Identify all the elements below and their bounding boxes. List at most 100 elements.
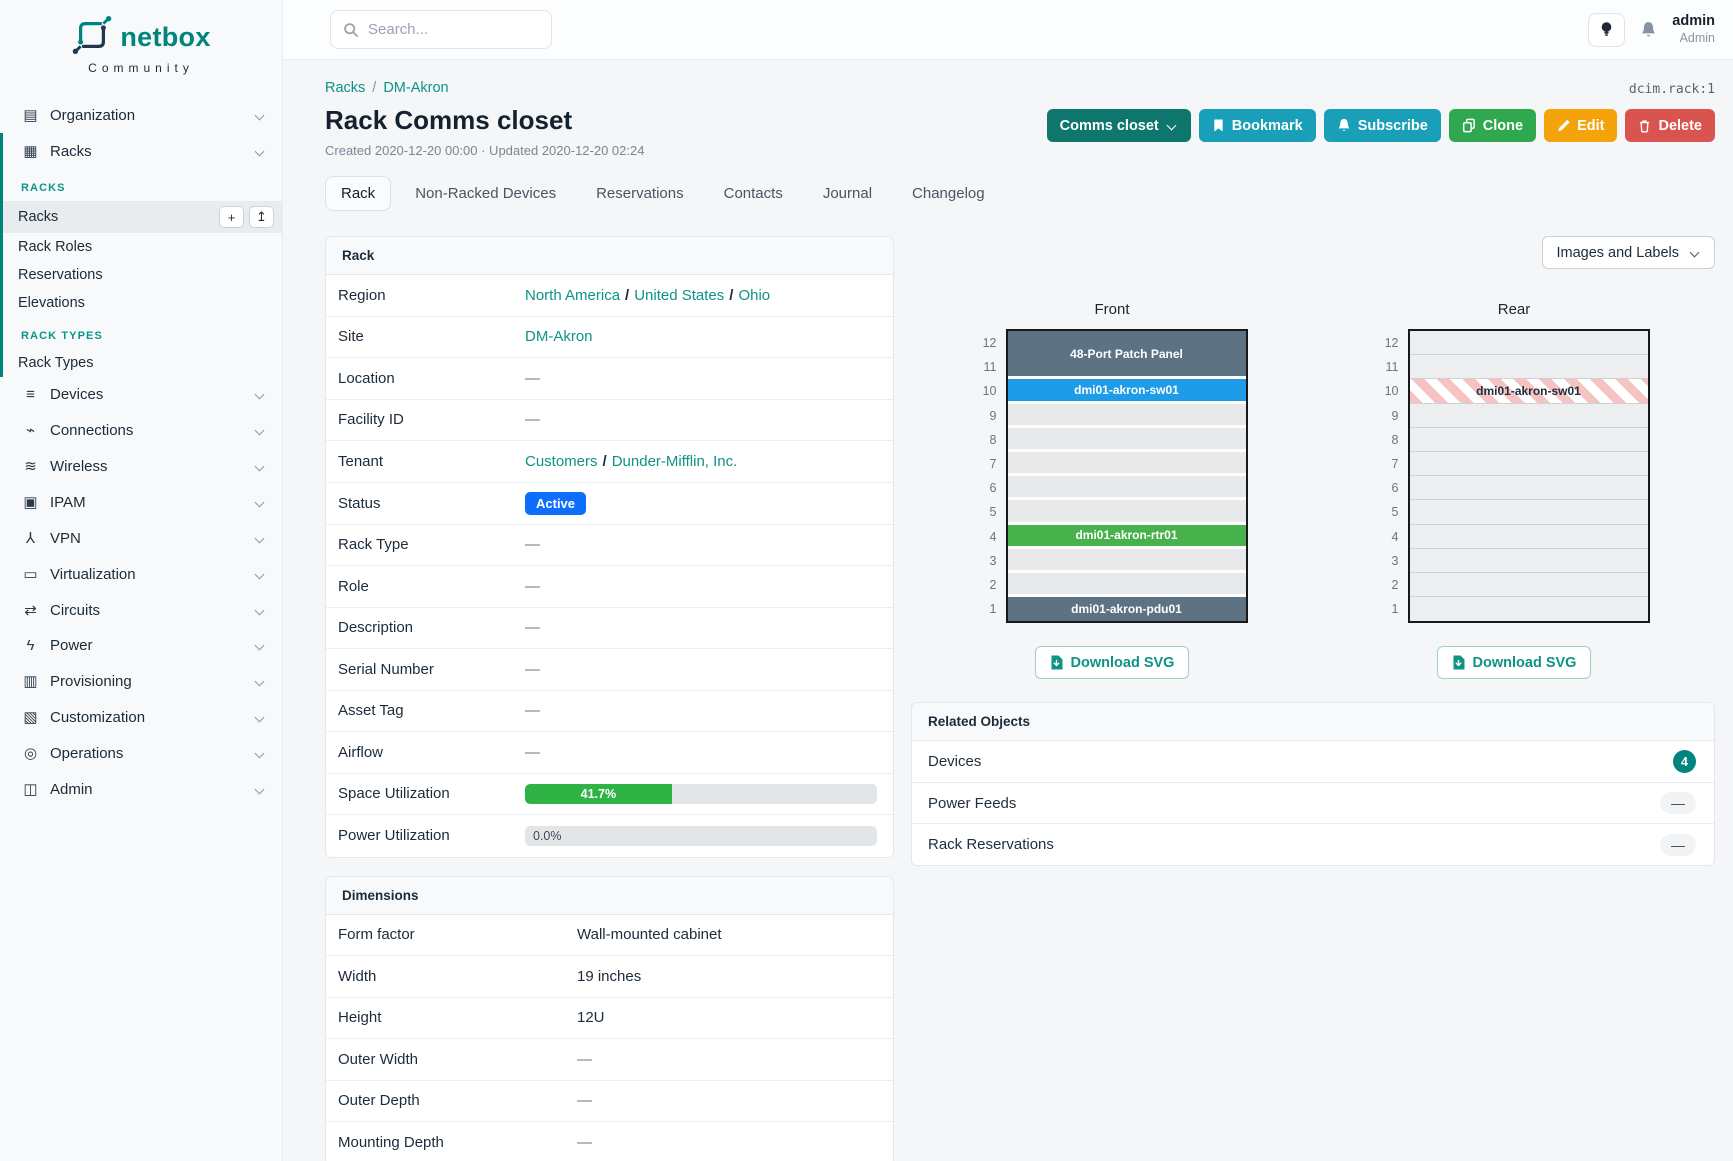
bookmark-button[interactable]: Bookmark <box>1198 109 1316 142</box>
tab[interactable]: Reservations <box>596 185 684 202</box>
sidebar-item[interactable]: ≡ Devices <box>0 377 282 412</box>
row-airflow: Airflow — <box>326 732 893 774</box>
row-description: Description — <box>326 608 893 649</box>
status-dropdown-button[interactable]: Comms closet <box>1046 109 1191 142</box>
tab[interactable]: Rack <box>325 176 392 211</box>
edit-button[interactable]: Edit <box>1544 109 1618 142</box>
rack-unit[interactable]: dmi01-akron-pdu01 <box>1007 597 1246 622</box>
clone-button[interactable]: Clone <box>1448 109 1537 142</box>
rack-unit[interactable]: dmi01-akron-sw01 <box>1007 379 1246 404</box>
region-link[interactable]: North America <box>525 286 621 304</box>
tenant-group-link[interactable]: Customers <box>525 452 598 470</box>
unit-number: 3 <box>1391 553 1399 568</box>
sidebar-item-reservations[interactable]: Reservations <box>18 267 103 283</box>
row-space-utilization: Space Utilization 41.7% <box>326 774 893 815</box>
front-download-svg-button[interactable]: Download SVG <box>1034 646 1190 680</box>
chevron-down-icon <box>254 110 265 120</box>
tab[interactable]: Changelog <box>912 185 985 202</box>
rack-unit[interactable]: dmi01-akron-sw01 <box>1409 379 1648 404</box>
subscribe-button[interactable]: Subscribe <box>1323 109 1441 142</box>
sidebar-item[interactable]: ▣ IPAM <box>0 484 282 520</box>
sidebar-main-items: ≡ Devices ⌁ Connections ≋ Wireless <box>0 377 282 807</box>
rack-elevations: Front 12 11 10 9 8 7 6 5 4 3 2 1 48-Port Patch Pane… <box>911 301 1715 680</box>
delete-button[interactable]: Delete <box>1625 109 1715 142</box>
region-link[interactable]: Ohio <box>738 286 771 304</box>
import-rack-button[interactable]: ↥ <box>249 206 274 228</box>
unit-number: 5 <box>1391 505 1399 520</box>
sidebar-item-organization[interactable]: ▤ Organization <box>0 97 282 133</box>
rack-unit[interactable]: dmi01-akron-rtr01 <box>1007 524 1246 549</box>
related-objects-title: Related Objects <box>912 703 1714 742</box>
dimension-row: Height 12U <box>326 998 893 1039</box>
related-row-devices[interactable]: Devices 4 <box>912 741 1714 784</box>
add-rack-button[interactable]: + <box>219 206 244 228</box>
rack-unit[interactable]: 48-Port Patch Panel <box>1007 331 1246 380</box>
unit-number: 4 <box>1391 529 1399 544</box>
page-title: Rack Comms closet <box>325 105 573 135</box>
brand: netbox Community <box>0 0 282 81</box>
sidebar-item-rack-types[interactable]: Rack Types <box>18 355 94 371</box>
sidebar-item[interactable]: ⅄ VPN <box>0 520 282 556</box>
breadcrumb: Racks / DM-Akron <box>325 80 449 96</box>
unit-number: 1 <box>1391 602 1399 617</box>
user-menu[interactable]: admin Admin <box>1672 13 1715 45</box>
power-feeds-empty-value: — <box>1660 792 1696 815</box>
rack-unit <box>1409 572 1648 598</box>
site-link[interactable]: DM-Akron <box>525 328 593 346</box>
sidebar-item[interactable]: ▭ Virtualization <box>0 556 282 592</box>
tenant-link[interactable]: Dunder-Mifflin, Inc. <box>611 452 738 470</box>
main-area: admin Admin Racks/DM-Akron Rack Comms cl… <box>283 0 1733 1161</box>
section-label-racks: RACKS <box>21 182 66 194</box>
netbox-logo-icon <box>71 16 113 59</box>
tab[interactable]: Contacts <box>723 185 783 202</box>
row-location: Location — <box>326 358 893 400</box>
related-row-rack-reservations[interactable]: Rack Reservations — <box>912 824 1714 865</box>
sidebar-item[interactable]: ⌁ Connections <box>0 412 282 448</box>
sidebar-item-racks[interactable]: Racks + ↥ <box>3 201 282 233</box>
rear-download-svg-button[interactable]: Download SVG <box>1436 646 1592 680</box>
sidebar-item[interactable]: ◎ Operations <box>0 735 282 771</box>
breadcrumb-site-link[interactable]: DM-Akron <box>383 80 449 96</box>
rack-unit <box>1409 355 1648 380</box>
sidebar-item-icon: ▣ <box>23 494 38 511</box>
front-elevation: Front 12 11 10 9 8 7 6 5 4 3 2 1 48-Port Patch Pane… <box>911 301 1313 680</box>
sidebar-item-elevations[interactable]: Elevations <box>18 295 85 311</box>
sidebar-item[interactable]: ϟ Power <box>0 628 282 663</box>
tab[interactable]: Non-Racked Devices <box>415 185 557 202</box>
sidebar-item[interactable]: ⇄ Circuits <box>0 592 282 628</box>
chevron-down-icon <box>254 389 265 400</box>
row-rack-type: Rack Type — <box>326 525 893 566</box>
unit-number: 11 <box>1385 360 1399 375</box>
notifications-bell-icon[interactable] <box>1640 21 1657 39</box>
images-labels-select[interactable]: Images and Labels <box>1542 236 1715 269</box>
unit-number: 5 <box>989 505 997 520</box>
search-box[interactable] <box>330 10 552 49</box>
row-asset-tag: Asset Tag — <box>326 691 893 732</box>
rear-unit-numbers: 12 11 10 9 8 7 6 5 4 3 2 1 <box>1379 329 1399 623</box>
sidebar-item[interactable]: ▥ Provisioning <box>0 663 282 699</box>
theme-toggle-button[interactable] <box>1588 12 1626 47</box>
sidebar-item-icon: ⌁ <box>25 422 36 439</box>
page-head: Racks / DM-Akron Rack Comms closet Created… <box>325 80 1715 158</box>
elevation-toolbar: Images and Labels <box>911 236 1715 269</box>
tab[interactable]: Journal <box>822 185 873 202</box>
sidebar-item[interactable]: ≋ Wireless <box>0 448 282 484</box>
related-row-power-feeds[interactable]: Power Feeds — <box>912 783 1714 825</box>
region-link[interactable]: United States <box>634 286 725 304</box>
sidebar: netbox Community ▤ Organization ▦ Racks … <box>0 0 283 1161</box>
unit-number: 7 <box>989 457 997 472</box>
sidebar-item-icon: ◎ <box>23 745 38 762</box>
brand-name: netbox <box>120 22 211 52</box>
content-columns: Rack Region North America / United States /… <box>325 236 1715 1161</box>
sidebar-item[interactable]: ◫ Admin <box>0 771 282 807</box>
search-input[interactable] <box>368 21 539 38</box>
sidebar-item-racks-group[interactable]: ▦ Racks <box>3 133 282 169</box>
unit-number: 6 <box>989 481 997 496</box>
sidebar-item[interactable]: ▧ Customization <box>0 699 282 735</box>
sidebar-item-rack-roles[interactable]: Rack Roles <box>18 239 93 255</box>
breadcrumb-racks-link[interactable]: Racks <box>325 80 366 96</box>
unit-number: 12 <box>982 336 997 351</box>
sidebar-item-icon: ⇄ <box>24 602 37 619</box>
copy-icon <box>1462 118 1476 133</box>
search-icon <box>343 22 359 38</box>
